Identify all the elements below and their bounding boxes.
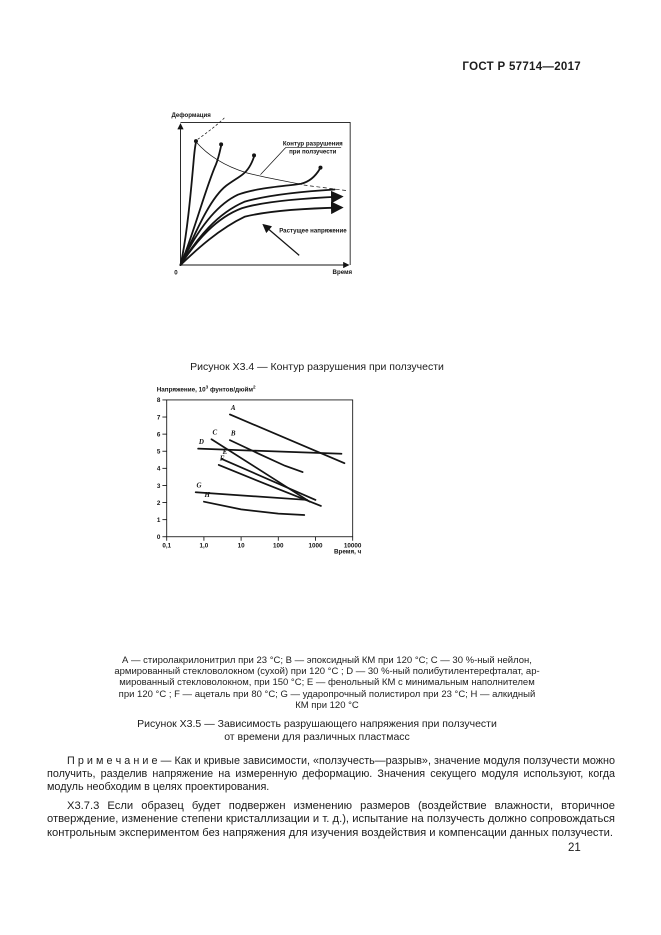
series-lines: A B CD EF GH	[194, 404, 346, 516]
page-number: 21	[568, 842, 581, 854]
y-tick-label: 0	[157, 534, 161, 541]
plot-frame	[166, 399, 354, 538]
x-tick-label: 10	[238, 542, 246, 549]
legend-line: мированный стекловолокном, при 150 °С; Е…	[119, 677, 535, 689]
x-tick-label: 10000	[344, 542, 362, 549]
y-tick-label: 5	[157, 449, 161, 456]
series-label-A: A	[230, 404, 236, 412]
rupture-dot	[219, 142, 224, 147]
y-tick-label: 1	[157, 517, 161, 524]
creep-curve-4	[179, 167, 321, 266]
note-paragraph: П р и м е ч а н и е — Как и кривые завис…	[47, 755, 615, 794]
legend-line: А — стиролакрилонитрил при 23 °С; В — эп…	[122, 655, 532, 666]
x-tick-label: 1,0	[200, 542, 209, 549]
figure-x35-plot: Напряжение, 103 фунтов/дюйм2 0 1 2 3 4 5 6 7 8 0,…	[157, 385, 362, 556]
y-tick-label: 4	[157, 466, 161, 473]
series-label-B: B	[230, 429, 236, 437]
rupture-contour-dashed-end	[303, 184, 349, 192]
page-header: ГОСТ Р 57714—2017	[462, 61, 581, 73]
series-line-H	[203, 500, 306, 516]
x-tick-label: 100	[273, 542, 284, 549]
contour-annotation-line1: Контур разрушения	[283, 141, 343, 148]
rupture-dot	[193, 139, 198, 144]
creep-curve-2	[179, 144, 223, 266]
legend-line: КМ при 120 °С	[295, 699, 359, 711]
y-axis-label: Напряжение, 103 фунтов/дюйм2	[157, 385, 256, 394]
y-tick-label: 6	[157, 431, 161, 438]
creep-curve-1	[179, 141, 197, 266]
y-tick-label: 3	[157, 483, 161, 490]
series-line-D	[197, 447, 343, 455]
axis-ticks: 0 1 2 3 4 5 6 7 8 0,1 1,0 10 100 1000 10000	[157, 397, 362, 549]
series-line-G	[194, 491, 309, 501]
plot-frame	[180, 122, 351, 265]
figure-x34-plot: Деформация Время 0 Контур разрушения при…	[171, 112, 353, 277]
rupture-dot	[318, 165, 323, 170]
x-tick-label: 1000	[308, 542, 323, 549]
series-label-D: D	[198, 438, 204, 446]
series-line-E	[220, 458, 317, 501]
paragraph-x373: Х3.7.3 Если образец будет подвержен изме…	[47, 800, 615, 839]
y-axis-label: Деформация	[171, 112, 211, 119]
y-tick-label: 7	[157, 414, 161, 421]
rupture-dot	[252, 153, 257, 158]
contour-annotation-line2: при ползучести	[289, 148, 337, 155]
series-label-F: F	[220, 454, 225, 462]
y-tick-label: 8	[157, 397, 161, 404]
stress-annotation: Растущее напряжение	[279, 228, 347, 235]
series-label-H: H	[204, 491, 211, 499]
series-label-E: E	[222, 448, 228, 456]
callout-leader-line	[260, 147, 342, 175]
legend-line: армированный стекловолокном (сухой) при …	[114, 666, 540, 678]
increasing-stress-arrow	[262, 223, 300, 256]
figure-x34-caption: Рисунок Х3.4 — Контур разрушения при пол…	[190, 361, 444, 373]
figure-x35-caption-line1: Рисунок Х3.5 — Зависимость разрушающего …	[137, 718, 497, 730]
figure-x35-caption: Рисунок Х3.5 — Зависимость разрушающего …	[0, 718, 634, 744]
origin-label: 0	[174, 270, 178, 277]
figure-x35-legend: А — стиролакрилонитрил при 23 °С; В — эп…	[14, 655, 640, 711]
rupture-contour-dashed-start	[197, 117, 225, 140]
creep-curve-5	[179, 188, 336, 266]
rupture-points	[193, 139, 323, 170]
series-line-B	[229, 439, 304, 473]
series-label-G: G	[196, 482, 201, 490]
x-axis-label: Время	[333, 269, 353, 276]
y-tick-label: 2	[157, 500, 161, 507]
creep-curve-3	[179, 155, 255, 266]
creep-curve-7	[179, 201, 344, 266]
creep-curve-6	[179, 190, 344, 266]
legend-line: при 120 °С ; F — ацеталь при 80 °С; G — …	[118, 688, 536, 700]
figure-x35-caption-line2: от времени для различных пластмасс	[224, 731, 410, 743]
x-tick-label: 0,1	[162, 542, 171, 549]
series-line-A	[229, 413, 346, 465]
rupture-contour	[195, 141, 302, 185]
x-axis-label: Время, ч	[334, 548, 362, 555]
series-label-C: C	[212, 429, 217, 437]
